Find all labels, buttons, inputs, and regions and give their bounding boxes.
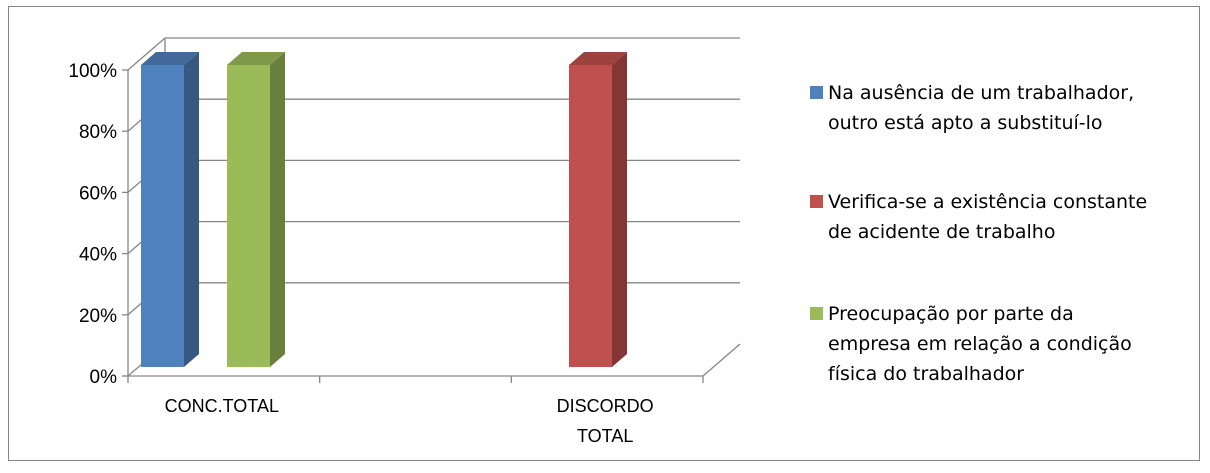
bar-side xyxy=(612,52,627,367)
bar-front xyxy=(141,65,184,367)
bar-top xyxy=(227,52,285,65)
x-tick-label: DISCORDO xyxy=(557,396,654,416)
y-tick-label: 60% xyxy=(79,183,117,204)
legend-entry: Preocupação por parte da empresa em relaç… xyxy=(810,303,1132,385)
gridlines xyxy=(127,37,740,377)
legend-swatch xyxy=(810,195,823,208)
bar xyxy=(569,52,627,367)
y-tick-label: 80% xyxy=(79,122,117,143)
legend-swatch xyxy=(810,86,823,99)
y-tick-label: 40% xyxy=(79,245,117,266)
legend-swatch xyxy=(810,307,823,320)
legend-label: física do trabalhador xyxy=(828,363,1024,385)
legend-label: outro está apto a substituí-lo xyxy=(828,112,1103,134)
bar xyxy=(227,52,285,367)
legend-entry: Verifica-se a existência constante de aci… xyxy=(810,191,1147,243)
y-tick-label: 0% xyxy=(90,367,118,388)
legend-entry: Na ausência de um trabalhador, outro está… xyxy=(810,82,1134,134)
bar-top xyxy=(569,52,627,65)
legend-label: Preocupação por parte da xyxy=(828,303,1074,325)
x-axis: CONC.TOTAL DISCORDO TOTAL xyxy=(127,343,741,446)
bar-front xyxy=(227,65,270,367)
y-tick-label: 20% xyxy=(79,306,117,327)
bar-front xyxy=(569,65,612,367)
legend-label: Na ausência de um trabalhador, xyxy=(828,82,1134,104)
x-tick-label: TOTAL xyxy=(577,426,633,446)
floor-edge xyxy=(702,343,741,377)
y-axis: 0% 20% 40% 60% 80% 100% xyxy=(68,61,129,388)
bar-side xyxy=(184,52,199,367)
bar-side xyxy=(270,52,285,367)
legend-label: de acidente de trabalho xyxy=(828,221,1055,243)
y-tick-label: 100% xyxy=(68,61,117,82)
bar-top xyxy=(141,52,199,65)
legend-label: empresa em relação a condição xyxy=(828,333,1132,355)
bar xyxy=(141,52,199,367)
gridline-depth xyxy=(127,37,166,71)
x-tick-label: CONC.TOTAL xyxy=(165,396,279,416)
bars xyxy=(141,52,627,367)
legend: Na ausência de um trabalhador, outro está… xyxy=(810,82,1147,385)
legend-label: Verifica-se a existência constante xyxy=(828,191,1147,213)
